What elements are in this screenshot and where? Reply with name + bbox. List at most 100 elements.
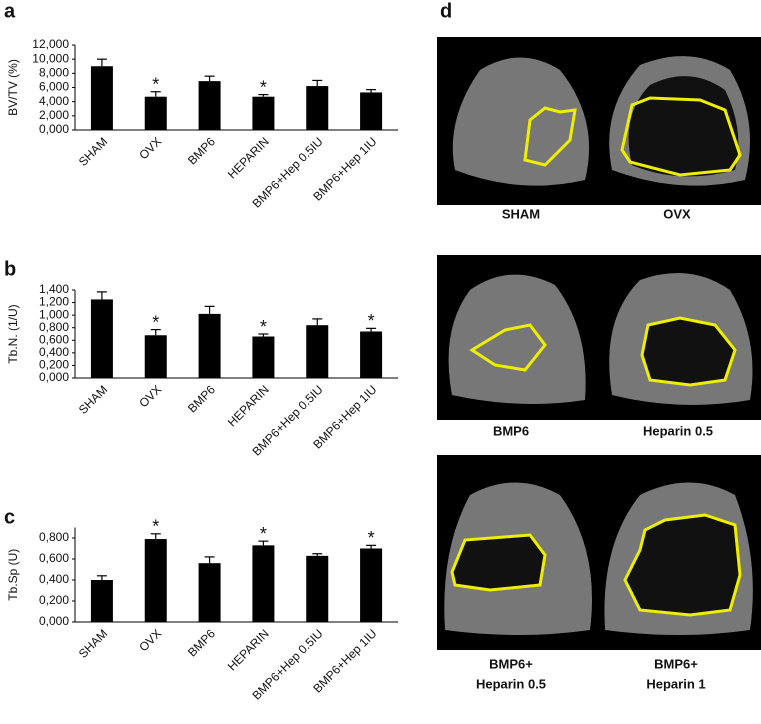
- y-tick-label: 0,600: [39, 332, 69, 346]
- y-tick-label: 0,000: [39, 122, 69, 136]
- y-tick-label: 0,200: [39, 593, 69, 607]
- x-tick-label: HEPARIN: [225, 626, 272, 673]
- significance-mark: *: [152, 312, 159, 332]
- error-bar: [366, 327, 377, 332]
- significance-mark: *: [260, 317, 267, 337]
- roi: [450, 533, 547, 592]
- significance-mark: *: [368, 528, 375, 548]
- image-caption: Heparin 1: [646, 676, 705, 691]
- y-tick-label: 10,000: [32, 51, 69, 65]
- panel-label: d: [440, 0, 452, 22]
- error-bar: [96, 291, 107, 300]
- marrow: [628, 76, 739, 177]
- image-caption: SHAM: [502, 206, 540, 221]
- roi: [469, 323, 547, 372]
- image-caption: BMP6+: [654, 656, 698, 671]
- image-caption: OVX: [663, 206, 691, 221]
- error-bar: [150, 329, 161, 336]
- bar: [306, 555, 329, 622]
- panel-label: b: [4, 258, 16, 280]
- bar: [198, 563, 221, 622]
- error-bar: [96, 58, 107, 67]
- x-tick-label: BMP6: [185, 382, 218, 415]
- bar: [360, 92, 383, 130]
- x-tick-label: HEPARIN: [225, 382, 272, 429]
- y-axis-label: Tb.N. (1/U): [6, 304, 20, 363]
- image-caption: BMP6: [493, 423, 529, 438]
- y-tick-label: 6,000: [39, 80, 69, 94]
- x-tick-label: SHAM: [76, 626, 110, 660]
- error-bar: [258, 540, 269, 546]
- error-bar: [312, 553, 323, 556]
- error-bar: [204, 556, 215, 564]
- roi: [623, 513, 742, 617]
- y-tick-label: 1,200: [39, 295, 69, 309]
- error-bar: [150, 533, 161, 540]
- error-bar: [204, 75, 215, 82]
- bar: [90, 580, 113, 622]
- y-tick-label: 0,600: [39, 551, 69, 565]
- panel-label: c: [4, 506, 15, 528]
- x-tick-label: OVX: [136, 382, 164, 410]
- bar: [306, 86, 329, 130]
- x-tick-label: OVX: [136, 134, 164, 162]
- y-tick-label: 0,800: [39, 530, 69, 544]
- significance-mark: *: [260, 524, 267, 544]
- y-tick-label: 8,000: [39, 66, 69, 80]
- y-tick-label: 0,400: [39, 572, 69, 586]
- error-bar: [312, 318, 323, 326]
- significance-mark: *: [260, 77, 267, 97]
- y-tick-label: 1,000: [39, 307, 69, 321]
- image-caption: BMP6+: [489, 656, 533, 671]
- x-tick-label: OVX: [136, 626, 164, 654]
- error-bar: [366, 544, 377, 549]
- y-tick-label: 1,400: [39, 282, 69, 296]
- ct-images: [437, 37, 761, 650]
- bar: [144, 539, 167, 622]
- bar: [306, 325, 329, 378]
- error-bar: [204, 305, 215, 314]
- bar: [144, 335, 167, 378]
- roi: [640, 316, 737, 387]
- bone: [448, 274, 586, 404]
- x-tick-label: SHAM: [76, 134, 110, 168]
- error-bar: [312, 79, 323, 87]
- bar: [360, 331, 383, 378]
- bar: [360, 548, 383, 622]
- bar: [252, 545, 275, 622]
- y-tick-label: 0,800: [39, 320, 69, 334]
- bar: [252, 336, 275, 378]
- x-tick-label: HEPARIN: [225, 134, 272, 181]
- y-tick-label: 0,000: [39, 370, 69, 384]
- bar: [198, 81, 221, 130]
- error-bar: [258, 93, 269, 97]
- error-bar: [258, 333, 269, 337]
- bar: [90, 66, 113, 130]
- significance-mark: *: [152, 75, 159, 95]
- y-tick-label: 2,000: [39, 108, 69, 122]
- y-tick-label: 0,000: [39, 614, 69, 628]
- y-tick-label: 4,000: [39, 94, 69, 108]
- y-tick-label: 0,200: [39, 358, 69, 372]
- error-bar: [150, 91, 161, 97]
- significance-mark: *: [368, 311, 375, 331]
- error-bar: [96, 575, 107, 580]
- bar: [198, 313, 221, 378]
- y-tick-label: 12,000: [32, 37, 69, 51]
- significance-mark: *: [152, 517, 159, 537]
- image-caption: Heparin 0.5: [476, 676, 546, 691]
- x-tick-label: BMP6: [185, 134, 218, 167]
- bar: [144, 96, 167, 130]
- roi: [620, 96, 742, 177]
- x-tick-label: SHAM: [76, 382, 110, 416]
- x-tick-label: BMP6: [185, 626, 218, 659]
- bar: [90, 299, 113, 378]
- image-caption: Heparin 0.5: [643, 423, 713, 438]
- error-bar: [366, 89, 377, 93]
- bar: [252, 96, 275, 130]
- roi: [523, 106, 577, 167]
- y-tick-label: 0,400: [39, 345, 69, 359]
- y-axis-label: Tb.Sp (U): [6, 549, 20, 601]
- panel-label: a: [4, 0, 16, 22]
